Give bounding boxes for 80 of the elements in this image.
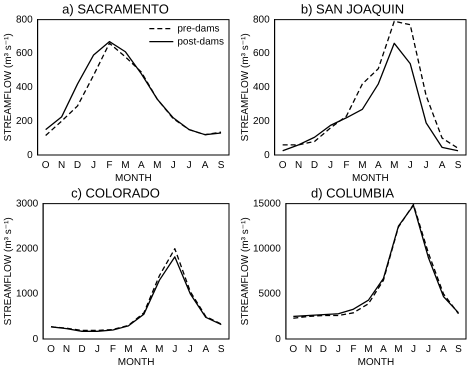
x-tick-label: N <box>304 344 312 355</box>
x-tick-label: J <box>426 344 431 355</box>
chart-title: d) COLUMBIA <box>310 185 394 200</box>
y-tick-label: 400 <box>252 82 270 94</box>
x-tick-label: A <box>202 160 209 171</box>
x-tick-label: D <box>78 344 86 355</box>
x-tick-label: A <box>138 160 145 171</box>
x-tick-label: M <box>358 160 367 171</box>
chart-title: a) SACRAMENTO <box>62 1 169 16</box>
x-tick-label: M <box>155 344 164 355</box>
x-axis-title: MONTH <box>352 172 389 184</box>
x-tick-label: J <box>410 344 416 355</box>
x-tick-label: M <box>124 344 133 355</box>
chart-title: b) SAN JOAQUIN <box>300 1 404 16</box>
y-tick-label: 0 <box>275 334 282 345</box>
x-tick-label: J <box>328 160 333 171</box>
x-axis-title: MONTH <box>115 172 152 184</box>
x-tick-label: F <box>110 344 116 355</box>
x-tick-label: O <box>289 344 298 355</box>
y-axis-title: STREAMFLOW (m³ s⁻¹) <box>240 33 251 142</box>
x-tick-label: M <box>364 344 373 355</box>
x-axis-title: MONTH <box>118 356 154 368</box>
x-tick-label: F <box>350 344 356 355</box>
x-tick-label: J <box>336 344 341 355</box>
x-tick-label: F <box>106 160 112 171</box>
x-tick-label: J <box>90 160 96 171</box>
y-axis-title: STREAMFLOW (m³ s⁻¹) <box>2 217 14 326</box>
y-tick-label: 400 <box>16 82 34 94</box>
x-tick-label: O <box>42 160 50 171</box>
x-tick-label: S <box>218 344 225 355</box>
x-tick-label: D <box>310 160 318 171</box>
x-tick-label: A <box>438 160 446 171</box>
x-tick-label: M <box>394 344 403 355</box>
x-tick-label: M <box>390 160 398 171</box>
x-tick-label: D <box>320 344 327 355</box>
x-tick-label: N <box>62 344 70 355</box>
y-tick-label: 600 <box>16 48 34 60</box>
x-axis-title: MONTH <box>358 356 394 368</box>
x-tick-label: J <box>186 160 192 171</box>
y-tick-label: 1000 <box>16 288 39 300</box>
x-tick-label: O <box>278 160 287 171</box>
x-tick-label: J <box>424 160 429 171</box>
x-tick-label: N <box>294 160 302 171</box>
x-tick-label: A <box>440 344 448 355</box>
x-tick-label: J <box>172 344 178 355</box>
x-tick-label: A <box>140 344 148 355</box>
x-tick-label: J <box>408 160 413 171</box>
x-tick-label: O <box>47 344 56 355</box>
y-tick-label: 800 <box>16 14 34 26</box>
legend-label: pre-dams <box>177 23 220 34</box>
y-tick-label: 200 <box>252 116 270 127</box>
x-tick-label: M <box>121 160 130 171</box>
legend-label: post-dams <box>177 36 224 48</box>
x-tick-label: S <box>218 160 225 171</box>
x-tick-label: N <box>58 160 66 171</box>
x-tick-label: F <box>343 160 350 171</box>
y-tick-label: 600 <box>252 48 270 60</box>
x-tick-label: D <box>74 160 82 171</box>
chart-title: c) COLORADO <box>71 185 160 200</box>
x-tick-label: J <box>170 160 176 171</box>
y-tick-label: 0 <box>264 150 270 161</box>
y-tick-label: 0 <box>27 150 34 161</box>
y-tick-label: 800 <box>252 14 270 26</box>
x-tick-label: J <box>188 344 193 355</box>
y-tick-label: 2000 <box>16 243 39 254</box>
y-tick-label: 15000 <box>252 198 282 210</box>
x-tick-label: A <box>380 344 388 355</box>
y-axis-title: STREAMFLOW (m³ s⁻¹) <box>240 217 251 326</box>
y-axis-title: STREAMFLOW (m³ s⁻¹) <box>2 33 14 142</box>
x-tick-label: A <box>374 160 382 171</box>
x-tick-label: A <box>202 344 210 355</box>
y-tick-label: 200 <box>16 116 34 127</box>
y-tick-label: 3000 <box>16 198 39 210</box>
x-tick-label: S <box>455 344 462 355</box>
y-tick-label: 5000 <box>258 288 282 300</box>
y-tick-label: 0 <box>32 334 39 345</box>
x-tick-label: M <box>153 160 162 171</box>
x-tick-label: S <box>454 160 462 171</box>
y-tick-label: 10000 <box>252 243 282 254</box>
x-tick-label: J <box>94 344 100 355</box>
